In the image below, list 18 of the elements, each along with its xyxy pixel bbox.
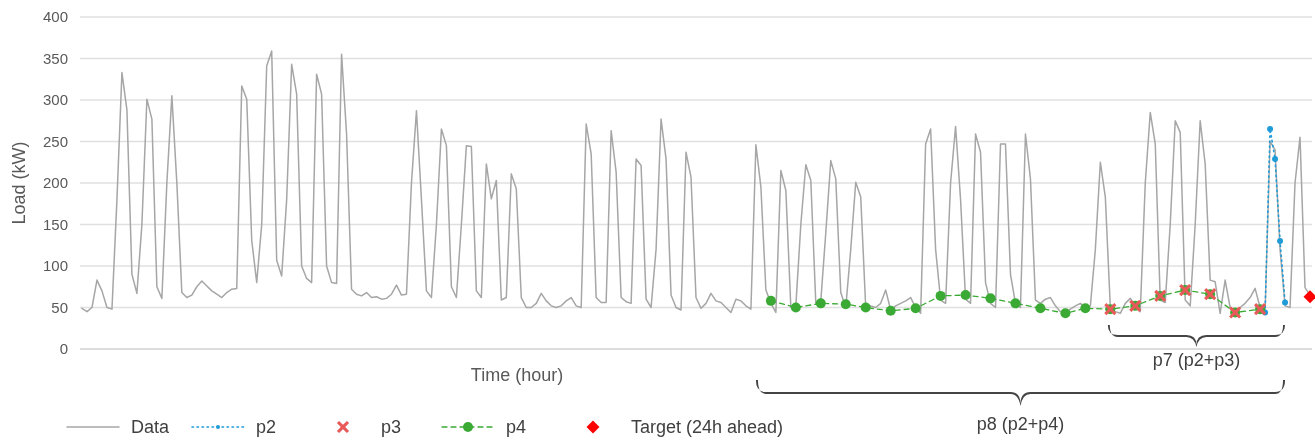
y-tick-label: 150 <box>42 215 68 233</box>
text: p8 (p2+p4) <box>976 414 1065 434</box>
y-tick-label: 350 <box>42 49 68 67</box>
legend-label: p4 <box>506 417 527 438</box>
y-tick-label: 200 <box>42 174 68 192</box>
y-tick-label: 50 <box>51 298 68 316</box>
y-tick-label: 0 <box>59 340 68 358</box>
legend-label: p3 <box>381 417 402 438</box>
y-tick-label: 250 <box>42 132 68 150</box>
text: p7 (p2+p3) <box>1152 350 1241 370</box>
y-tick-label: 100 <box>42 257 68 275</box>
legend-label: Data <box>131 417 171 438</box>
x-axis-title: Time (hour) <box>470 365 564 385</box>
y-tick-label: 300 <box>42 91 68 109</box>
y-axis-title: Load (kW) <box>9 141 29 225</box>
legend-label: Target (24h ahead) <box>631 417 784 438</box>
y-tick-label: 400 <box>42 8 68 26</box>
legend-label: p2 <box>256 417 277 438</box>
